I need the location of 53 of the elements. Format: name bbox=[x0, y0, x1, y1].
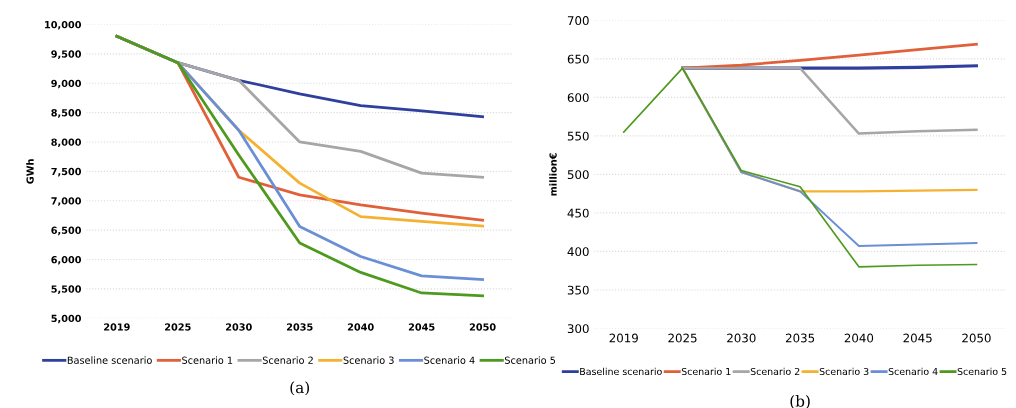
line-series bbox=[681, 66, 978, 135]
y-tick-label: 7,000 bbox=[51, 197, 82, 206]
x-tick-label: 2050 bbox=[469, 323, 496, 331]
legend-label: Scenario 4 bbox=[424, 356, 475, 364]
line-series bbox=[622, 67, 978, 268]
x-tick-label: 2030 bbox=[727, 333, 756, 343]
y-tick-label: 300 bbox=[567, 324, 589, 334]
y-axis-title: GWh bbox=[26, 159, 34, 184]
y-tick-label: 600 bbox=[567, 93, 589, 103]
text: (b) bbox=[790, 394, 810, 408]
y-tick-label: 8,000 bbox=[51, 138, 82, 148]
legend-label: Scenario 1 bbox=[182, 356, 233, 364]
y-tick-label: 6,500 bbox=[51, 226, 82, 236]
x-tick-label: 2050 bbox=[962, 333, 991, 343]
x-tick-label: 2025 bbox=[668, 333, 697, 343]
y-tick-label: 400 bbox=[567, 247, 589, 257]
y-tick-label: 700 bbox=[567, 16, 589, 26]
y-tick-label: 5,000 bbox=[51, 314, 82, 324]
y-tick-label: 10,000 bbox=[45, 20, 82, 30]
line-series bbox=[681, 67, 978, 193]
x-tick-label: 2019 bbox=[104, 323, 130, 331]
y-tick-label: 9,500 bbox=[51, 50, 82, 59]
legend-label: Baseline scenario bbox=[580, 367, 662, 376]
legend-label: Scenario 2 bbox=[750, 367, 800, 376]
x-tick-label: 2025 bbox=[165, 323, 191, 331]
x-tick-label: 2035 bbox=[286, 323, 313, 331]
legend-label: Scenario 5 bbox=[957, 367, 1007, 376]
legend-label: Baseline scenario bbox=[67, 356, 152, 364]
legend-label: Scenario 5 bbox=[504, 356, 556, 364]
y-tick-label: 550 bbox=[567, 131, 589, 141]
x-tick-label: 2045 bbox=[903, 333, 932, 343]
y-tick-label: 500 bbox=[567, 170, 589, 180]
y-axis-title: million€ bbox=[549, 153, 557, 196]
x-tick-label: 2045 bbox=[408, 323, 435, 331]
y-tick-label: 7,500 bbox=[51, 167, 82, 177]
legend-label: Scenario 3 bbox=[819, 367, 869, 376]
legend-label: Scenario 1 bbox=[681, 367, 731, 376]
legend-label: Scenario 3 bbox=[343, 356, 394, 364]
y-tick-label: 8,500 bbox=[51, 109, 82, 118]
x-tick-label: 2030 bbox=[226, 323, 252, 331]
y-tick-label: 6,000 bbox=[51, 255, 82, 265]
x-tick-label: 2040 bbox=[347, 323, 374, 331]
legend-label: Scenario 4 bbox=[888, 367, 938, 376]
y-tick-label: 5,500 bbox=[51, 285, 82, 294]
y-tick-label: 350 bbox=[567, 285, 589, 295]
x-tick-label: 2040 bbox=[844, 333, 874, 343]
x-tick-label: 2019 bbox=[609, 333, 638, 343]
legend-label: Scenario 2 bbox=[262, 356, 313, 364]
text: (a) bbox=[290, 381, 310, 396]
y-tick-label: 650 bbox=[567, 54, 589, 64]
y-tick-label: 9,000 bbox=[51, 79, 82, 89]
y-tick-label: 450 bbox=[567, 208, 589, 218]
x-tick-label: 2035 bbox=[785, 333, 815, 343]
